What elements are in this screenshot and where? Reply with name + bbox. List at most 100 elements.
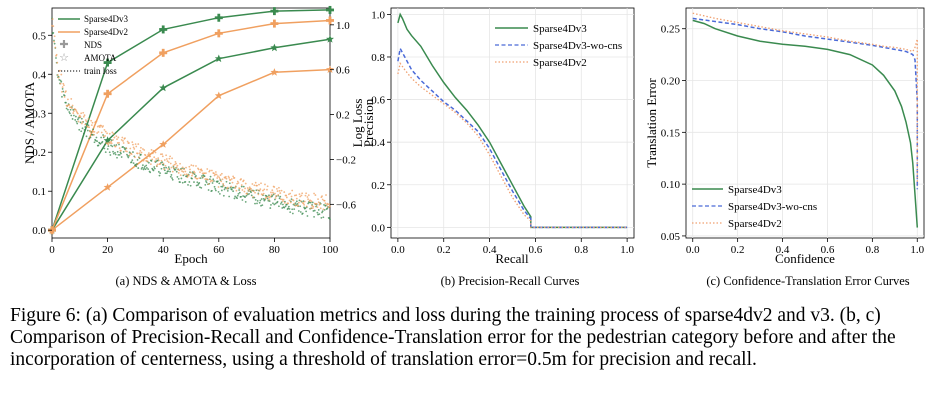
- loss-point: [120, 156, 123, 158]
- loss-point: [124, 137, 126, 140]
- loss-point: [107, 143, 110, 146]
- loss-point: [314, 194, 317, 196]
- loss-point: [305, 205, 308, 208]
- loss-point: [153, 156, 156, 159]
- y-tick-label: 0.25: [661, 24, 681, 36]
- panel-a-chart: 0 20 40 60 80 100 0.0 0.1 0.2 0.3 0.4 0.5 −0.6 −0.2 0.…: [22, 5, 365, 288]
- loss-point: [238, 189, 241, 191]
- loss-point: [266, 185, 269, 188]
- loss-point: [216, 177, 219, 179]
- loss-point: [309, 199, 311, 202]
- loss-point: [250, 194, 253, 197]
- loss-point: [259, 199, 262, 202]
- loss-point: [155, 165, 158, 167]
- loss-point: [262, 197, 265, 200]
- loss-point: [261, 194, 264, 196]
- panel-c-legend: Sparse4Dv3 Sparse4Dv3-wo-cns Sparse4Dv2: [692, 184, 817, 230]
- loss-point: [159, 163, 162, 165]
- loss-point: [92, 133, 95, 136]
- loss-point: [188, 165, 191, 168]
- loss-point: [313, 209, 316, 212]
- panel-c-chart: 0.0 0.2 0.4 0.6 0.8 1.0 0.05 0.10 0.15 0.20 0.25 C…: [644, 7, 925, 288]
- y-right-tick-label: 1.0: [336, 20, 350, 32]
- loss-point: [299, 200, 302, 202]
- loss-point: [204, 183, 207, 186]
- plus-marker-v: [161, 25, 165, 34]
- loss-point: [68, 111, 71, 113]
- loss-point: [307, 202, 310, 205]
- loss-point: [185, 173, 188, 176]
- loss-point: [211, 180, 214, 182]
- loss-point: [82, 111, 85, 114]
- loss-point: [71, 107, 73, 110]
- panel-b-chart: 0.0 0.2 0.4 0.6 0.8 1.0 0.0 0.2 0.4 0.6 0.8 1.0 Rec…: [361, 7, 634, 288]
- loss-point: [139, 149, 142, 152]
- y-right-tick-label: 0.2: [336, 110, 350, 122]
- loss-point: [195, 165, 197, 167]
- loss-point: [171, 157, 173, 160]
- series-line-sparse4dv3: [692, 19, 919, 228]
- loss-point: [276, 187, 278, 190]
- loss-point: [303, 200, 306, 203]
- loss-point: [272, 193, 275, 196]
- legend-nds-label: NDS: [84, 40, 102, 50]
- loss-point: [214, 173, 217, 176]
- y-right-tick-label: −0.6: [336, 199, 356, 211]
- loss-point: [88, 137, 91, 140]
- loss-point: [106, 132, 108, 135]
- panel-b-caption: (b) Precision-Recall Curves: [441, 274, 580, 288]
- loss-point: [110, 140, 112, 143]
- loss-point: [88, 126, 91, 129]
- loss-point: [210, 169, 213, 172]
- figure: 0 20 40 60 80 100 0.0 0.1 0.2 0.3 0.4 0.5 −0.6 −0.2 0.…: [22, 5, 925, 288]
- plus-marker-v: [328, 16, 332, 25]
- loss-point: [207, 183, 210, 185]
- x-tick-label: 60: [213, 244, 225, 256]
- x-tick-label: 0.2: [437, 244, 451, 256]
- loss-point: [254, 181, 257, 184]
- loss-point: [110, 144, 112, 147]
- loss-point: [134, 163, 137, 166]
- loss-point: [188, 181, 191, 183]
- loss-point: [179, 174, 182, 177]
- loss-point: [133, 148, 136, 150]
- loss-point: [78, 114, 81, 117]
- loss-point: [252, 190, 255, 193]
- legend-b-v2-label: Sparse4Dv2: [533, 57, 587, 69]
- loss-point: [141, 148, 144, 150]
- legend-v3-label: Sparse4Dv3: [84, 14, 128, 24]
- loss-point: [272, 202, 274, 205]
- loss-point: [180, 168, 183, 171]
- y-tick-label: 0.15: [661, 127, 681, 139]
- y-tick-label: 0.10: [661, 179, 681, 191]
- loss-point: [92, 128, 95, 131]
- loss-point: [217, 186, 220, 188]
- loss-point: [252, 196, 254, 198]
- loss-point: [89, 136, 92, 139]
- loss-point: [244, 187, 246, 190]
- loss-point: [103, 128, 106, 131]
- loss-point: [259, 188, 262, 191]
- loss-point: [140, 146, 142, 149]
- loss-point: [85, 120, 88, 123]
- loss-point: [96, 132, 99, 134]
- loss-point: [310, 200, 313, 203]
- loss-point: [250, 191, 252, 194]
- loss-point: [240, 185, 243, 188]
- loss-point: [228, 182, 231, 185]
- loss-point: [126, 153, 128, 156]
- loss-point: [136, 152, 139, 155]
- loss-point: [173, 163, 176, 166]
- loss-point: [79, 121, 82, 124]
- loss-point: [277, 194, 280, 196]
- loss-point: [143, 165, 146, 168]
- loss-point: [284, 205, 287, 208]
- loss-point: [170, 166, 173, 169]
- loss-point: [280, 202, 282, 205]
- loss-point: [80, 117, 83, 120]
- loss-point: [301, 192, 304, 195]
- loss-point: [71, 118, 74, 120]
- series-line-sparse4dv3-amota: [51, 38, 331, 231]
- loss-point: [237, 193, 240, 195]
- loss-point: [115, 144, 118, 146]
